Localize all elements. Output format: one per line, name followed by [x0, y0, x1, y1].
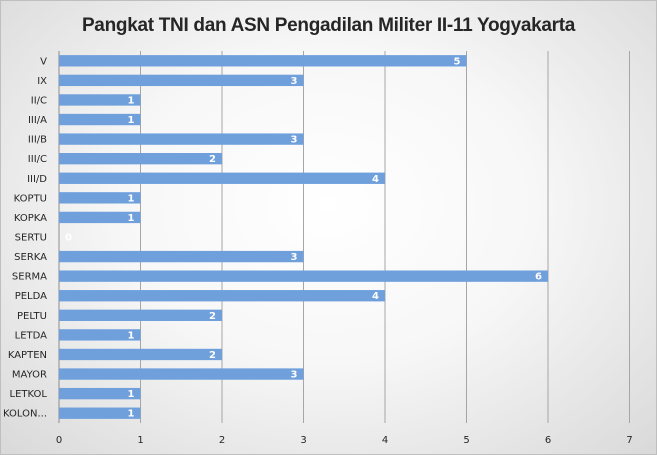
y-tick-label: III/B	[28, 135, 47, 146]
y-tick-label: KOPKA	[14, 213, 47, 224]
data-label: 0	[65, 233, 72, 244]
bar	[59, 192, 141, 204]
x-tick-label: 0	[56, 435, 62, 446]
data-label: 1	[128, 389, 135, 400]
y-tick-label: III/D	[27, 174, 47, 185]
bar	[59, 387, 141, 400]
bar	[59, 55, 467, 67]
y-tick-label: IX	[37, 76, 47, 87]
data-label: 1	[128, 115, 135, 126]
bar	[59, 368, 304, 380]
bar	[59, 250, 304, 263]
bar	[59, 309, 222, 321]
y-tick-label: III/C	[28, 154, 47, 165]
y-tick-label: III/A	[28, 115, 47, 126]
y-tick-label: LETKOL	[10, 389, 48, 400]
y-tick-label: PELTU	[17, 311, 47, 322]
x-tick-label: 1	[137, 435, 143, 446]
data-label: 1	[128, 409, 135, 420]
data-label: 3	[291, 252, 298, 263]
bar	[59, 211, 141, 224]
bar	[59, 153, 222, 165]
bar	[59, 133, 304, 145]
y-tick-label: LETDA	[15, 330, 48, 341]
x-tick-label: 7	[626, 435, 632, 446]
data-label: 3	[291, 135, 298, 146]
x-tick-label: 3	[300, 435, 306, 446]
bar	[59, 270, 548, 282]
bar	[59, 329, 141, 341]
data-label: 1	[128, 213, 135, 224]
data-label: 4	[372, 174, 379, 185]
data-label: 3	[291, 76, 298, 87]
data-label: 5	[454, 56, 461, 67]
chart-title: Pangkat TNI dan ASN Pengadilan Militer I…	[81, 15, 576, 36]
x-tick-label: 4	[382, 435, 388, 446]
y-tick-label: PELDA	[15, 291, 47, 302]
bar	[59, 348, 222, 361]
y-tick-label: SERKA	[14, 252, 47, 263]
x-tick-label: 6	[545, 435, 551, 446]
data-label: 2	[209, 350, 216, 361]
data-label: 2	[209, 154, 216, 165]
data-label: 2	[209, 311, 216, 322]
data-label: 1	[128, 193, 135, 204]
data-label: 3	[291, 370, 298, 381]
bar	[59, 94, 141, 106]
bar	[59, 74, 304, 87]
y-tick-label: KAPTEN	[8, 350, 47, 361]
x-tick-label: 2	[219, 435, 225, 446]
bar	[59, 172, 385, 184]
y-tick-label: II/C	[31, 95, 47, 106]
data-label: 1	[128, 95, 135, 106]
y-tick-label: V	[40, 56, 47, 67]
bar	[59, 113, 141, 126]
bar	[59, 290, 385, 302]
y-tick-label: KOLON...	[3, 409, 47, 420]
data-label: 4	[372, 291, 379, 302]
y-tick-label: KOPTU	[14, 193, 47, 204]
bar	[59, 407, 141, 419]
data-label: 6	[535, 272, 542, 283]
y-tick-label: SERTU	[15, 233, 47, 244]
data-label: 1	[128, 330, 135, 341]
x-tick-label: 5	[463, 435, 469, 446]
y-tick-label: MAYOR	[12, 370, 47, 381]
y-tick-label: SERMA	[12, 272, 47, 283]
